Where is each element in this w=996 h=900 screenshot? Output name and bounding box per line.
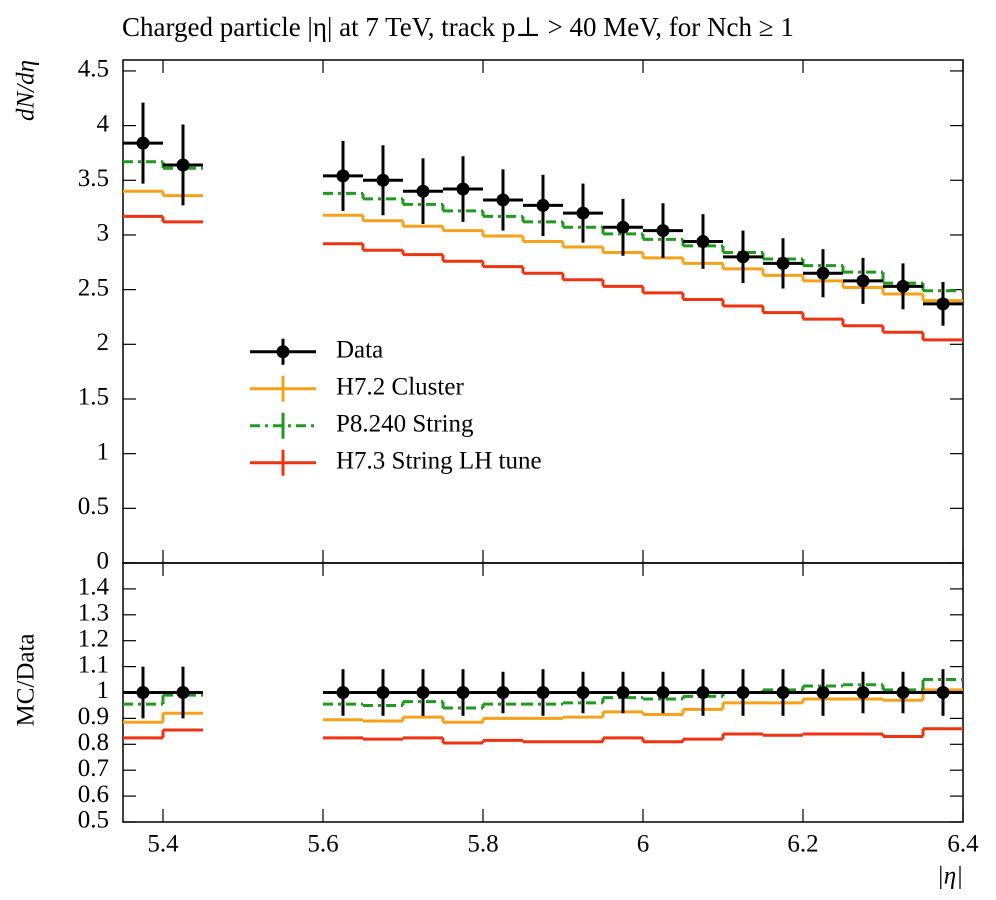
- y-tick-label: 0.5: [78, 807, 109, 834]
- y-tick-label: 4.5: [78, 56, 109, 83]
- data-point: [656, 224, 670, 238]
- chart-title: Charged particle |η| at 7 TeV, track p⊥ …: [122, 12, 794, 42]
- data-point: [696, 235, 710, 249]
- y-tick-label: 1.3: [78, 600, 109, 627]
- legend-label: P8.240 String: [336, 410, 474, 437]
- data-point: [616, 686, 630, 699]
- x-tick-label: 5.6: [307, 831, 338, 858]
- x-axis-label: |η|: [937, 863, 963, 890]
- y-axis-label: dN/dη: [13, 60, 40, 121]
- x-tick-label: 6: [637, 831, 650, 858]
- data-point: [136, 136, 150, 150]
- data-point: [816, 686, 830, 699]
- data-point: [936, 686, 950, 699]
- data-point: [576, 686, 590, 699]
- data-point: [336, 169, 350, 183]
- data-point: [496, 193, 510, 207]
- legend-marker: [276, 345, 290, 359]
- data-point: [736, 686, 750, 699]
- y-tick-label: 1.2: [78, 625, 109, 652]
- y-tick-label: 1: [97, 438, 110, 465]
- data-point: [376, 686, 390, 699]
- x-tick-label: 6.4: [947, 831, 979, 858]
- y-tick-label: 0.8: [78, 729, 109, 756]
- x-tick-label: 5.4: [147, 831, 179, 858]
- data-point: [136, 686, 150, 699]
- data-point: [816, 266, 830, 280]
- y-axis-label: MC/Data: [13, 633, 40, 726]
- y-tick-label: 0.9: [78, 703, 109, 730]
- data-point: [176, 686, 190, 699]
- x-tick-label: 5.8: [467, 831, 498, 858]
- x-tick-label: 6.2: [787, 831, 818, 858]
- plot-frame: [122, 59, 964, 564]
- data-point: [896, 686, 910, 699]
- y-tick-label: 1.4: [78, 574, 110, 601]
- data-point: [176, 158, 190, 172]
- legend-label: H7.3 String LH tune: [336, 447, 542, 474]
- data-point: [856, 274, 870, 288]
- data-point: [456, 686, 470, 699]
- data-point: [896, 279, 910, 293]
- data-point: [536, 686, 550, 699]
- legend-label: Data: [336, 336, 383, 363]
- y-tick-label: 1: [97, 677, 110, 704]
- y-tick-label: 3.5: [78, 165, 109, 192]
- legend-label: H7.2 Cluster: [336, 373, 464, 400]
- data-point: [536, 198, 550, 212]
- y-tick-label: 3: [97, 220, 110, 247]
- y-tick-label: 0.5: [78, 493, 109, 520]
- data-point: [456, 182, 470, 196]
- data-point: [496, 686, 510, 699]
- data-point: [616, 220, 630, 234]
- y-tick-label: 0: [97, 548, 110, 575]
- data-point: [576, 206, 590, 220]
- data-point: [776, 686, 790, 699]
- data-point: [936, 297, 950, 311]
- data-point: [656, 686, 670, 699]
- y-tick-label: 2: [97, 329, 110, 356]
- y-tick-label: 4: [97, 110, 110, 137]
- data-point: [776, 256, 790, 270]
- y-tick-label: 2.5: [78, 274, 109, 301]
- y-tick-label: 1.1: [78, 651, 109, 678]
- data-point: [856, 686, 870, 699]
- data-point: [336, 686, 350, 699]
- y-tick-label: 1.5: [78, 384, 109, 411]
- y-tick-label: 0.7: [78, 755, 109, 782]
- data-point: [416, 686, 430, 699]
- data-point: [416, 184, 430, 198]
- y-tick-label: 0.6: [78, 781, 109, 808]
- data-point: [376, 173, 390, 187]
- data-point: [696, 686, 710, 699]
- data-point: [736, 250, 750, 264]
